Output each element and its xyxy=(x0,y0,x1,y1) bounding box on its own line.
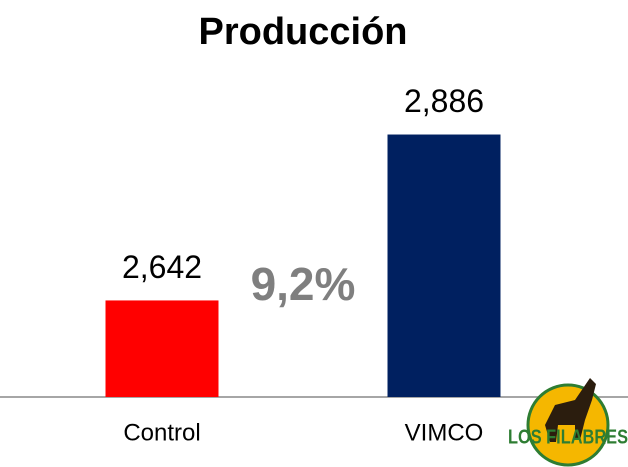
x-tick-label: Control xyxy=(123,419,200,446)
logo: LOS FILABRES xyxy=(508,378,628,467)
data-label: 2,642 xyxy=(122,249,202,285)
annotation: 9,2% xyxy=(251,258,356,310)
data-label: 2,886 xyxy=(404,83,484,119)
logo-text: LOS FILABRES xyxy=(508,426,628,448)
x-tick-label: VIMCO xyxy=(405,419,484,446)
bar xyxy=(387,134,501,397)
chart-title: Producción xyxy=(198,11,407,53)
bar xyxy=(105,300,219,397)
logo-goat xyxy=(545,378,596,442)
